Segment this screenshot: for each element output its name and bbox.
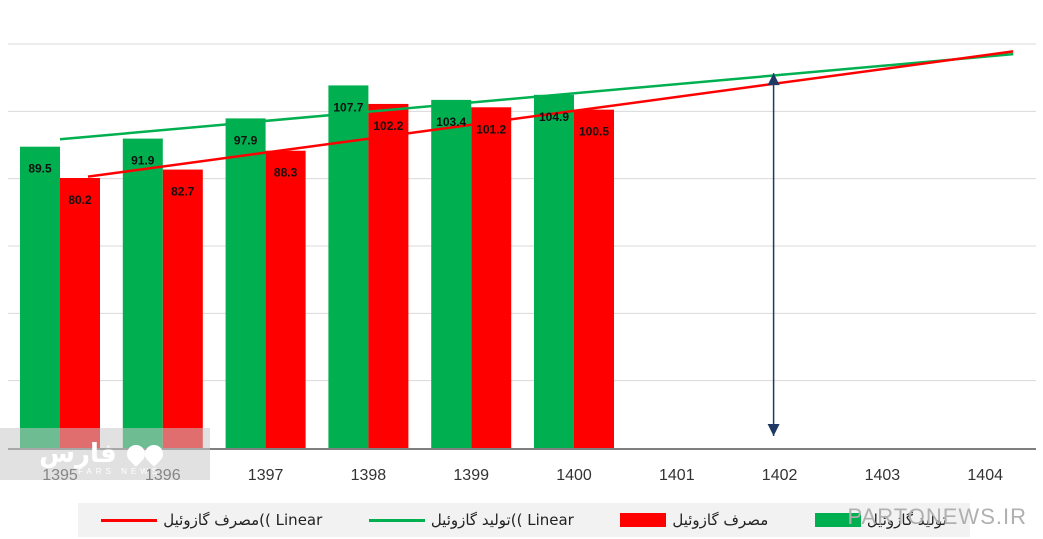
trendline-production bbox=[59, 52, 1014, 141]
legend-item-production: تولید گازوئیل bbox=[814, 511, 947, 529]
x-tick-label: 1400 bbox=[556, 467, 592, 484]
fars-news-logo: فارس FARS NEWS bbox=[0, 428, 210, 480]
legend-item-production-trend: Linear ))تولید گازوئیل bbox=[368, 511, 574, 529]
bar-production bbox=[122, 138, 163, 448]
logo-text: فارس bbox=[39, 439, 117, 469]
legend-label-consumption-trend: Linear ))مصرف گازوئیل bbox=[163, 511, 323, 529]
legend: تولید گازوئیل مصرف گازوئیل Linear ))تولی… bbox=[78, 503, 970, 537]
bar-production bbox=[225, 118, 266, 449]
legend-swatch-consumption bbox=[620, 513, 667, 527]
bars bbox=[20, 85, 614, 449]
bar-consumption bbox=[574, 109, 614, 449]
logo-subtitle: FARS NEWS bbox=[78, 467, 162, 476]
data-label: 104.9 bbox=[539, 110, 569, 124]
legend-label-production: تولید گازوئیل bbox=[866, 511, 947, 529]
legend-swatch-consumption-trend bbox=[101, 518, 158, 522]
bar-consumption bbox=[471, 107, 512, 448]
bar-consumption bbox=[368, 103, 409, 448]
data-labels: 89.5 91.9 97.9 107.7 103.4 104.9 80.2 82.7 88.3 1… bbox=[28, 100, 609, 207]
x-tick-label: 1401 bbox=[659, 467, 695, 484]
x-tick-label: 1397 bbox=[248, 467, 284, 484]
data-label: 97.9 bbox=[234, 133, 258, 147]
legend-swatch-production bbox=[814, 513, 861, 527]
bar-production bbox=[431, 99, 472, 449]
legend-label-production-trend: Linear ))تولید گازوئیل bbox=[430, 511, 574, 529]
legend-label-consumption: مصرف گازوئیل bbox=[672, 511, 769, 529]
data-label: 102.2 bbox=[373, 119, 403, 133]
data-label: 101.2 bbox=[476, 122, 506, 136]
annotation-arrow bbox=[767, 73, 780, 436]
bar-consumption bbox=[265, 150, 306, 448]
site-watermark: PARTONEWS.IR bbox=[847, 504, 1027, 529]
x-tick-label: 1399 bbox=[453, 467, 489, 484]
legend-item-consumption-trend: Linear ))مصرف گازوئیل bbox=[101, 511, 322, 529]
data-label: 107.7 bbox=[333, 100, 363, 114]
bar-consumption bbox=[60, 177, 100, 448]
legend-swatch-production-trend bbox=[368, 518, 425, 522]
data-label: 88.3 bbox=[274, 166, 298, 180]
bar-production bbox=[328, 85, 369, 448]
x-tick-label: 1403 bbox=[865, 467, 901, 484]
trendlines bbox=[59, 50, 1014, 178]
fars-logo-icon bbox=[123, 441, 171, 467]
trendline-consumption bbox=[87, 50, 1014, 178]
data-label: 80.2 bbox=[68, 193, 92, 207]
x-tick-label: 1404 bbox=[967, 467, 1003, 484]
legend-item-consumption: مصرف گازوئیل bbox=[620, 511, 768, 529]
annotation-arrowhead-top bbox=[767, 73, 780, 86]
data-label: 103.4 bbox=[436, 115, 466, 129]
bar-production bbox=[20, 146, 60, 448]
annotation-arrowhead-bottom bbox=[767, 424, 780, 436]
data-label: 100.5 bbox=[579, 125, 609, 139]
data-label: 82.7 bbox=[171, 185, 195, 199]
bar-consumption bbox=[162, 169, 203, 448]
bar-production bbox=[534, 94, 574, 448]
x-tick-label: 1402 bbox=[762, 467, 798, 484]
data-label: 91.9 bbox=[131, 154, 155, 168]
x-tick-label: 1398 bbox=[351, 467, 387, 484]
data-label: 89.5 bbox=[28, 162, 52, 176]
